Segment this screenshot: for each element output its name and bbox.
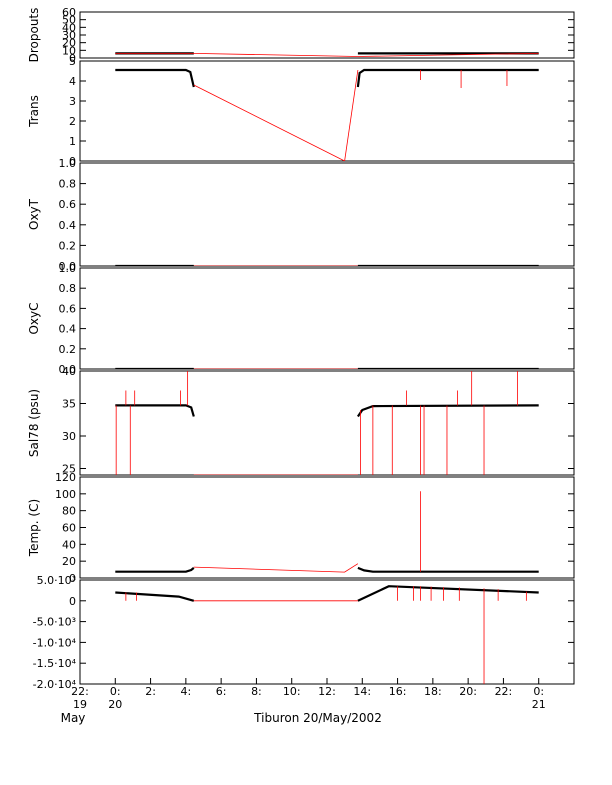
y-tick-label: 0 xyxy=(69,52,76,65)
panel-3: 0.0 0.2 0.4 0.6 0.8 1.0 OxyT xyxy=(27,157,575,273)
series-line xyxy=(357,566,539,573)
y-tick-label: 120 xyxy=(55,471,76,484)
y-axis-label: Sal78 (psu) xyxy=(27,389,41,457)
y-tick-label: 5 xyxy=(69,55,76,68)
x-tick-label: 20: xyxy=(459,685,477,698)
y-axis-label: Trans xyxy=(27,95,41,128)
x-axis-title: Tiburon 20/May/2002 xyxy=(253,711,382,725)
series-line xyxy=(356,404,539,418)
y-tick-label: -1.0·10⁴ xyxy=(33,636,77,649)
y-axis-label: OxyC xyxy=(27,302,41,334)
y-tick-label: 0.8 xyxy=(59,282,77,295)
y-tick-label: -1.5·10⁴ xyxy=(33,657,77,670)
x-tick-label: 0: xyxy=(533,685,544,698)
panel-data xyxy=(115,585,539,684)
panel-frame xyxy=(79,267,575,370)
panel-data xyxy=(115,52,539,57)
series-line xyxy=(115,68,195,88)
x-tick-label: 0: xyxy=(110,685,121,698)
y-tick-label: -2.0·10⁴ xyxy=(33,678,77,691)
panel-frame xyxy=(79,162,575,267)
y-tick-label: 0 xyxy=(69,572,76,585)
x-tick-label: 6: xyxy=(216,685,227,698)
y-tick-label: 30 xyxy=(62,430,76,443)
y-tick-label: 40 xyxy=(62,365,76,378)
series-line xyxy=(356,68,539,88)
series-line xyxy=(193,563,359,573)
x-tick-label: 8: xyxy=(251,685,262,698)
x-axis: 22: 0: 2: 4: 6: 8: 10: 12: 14: 16: 18: 20: 22: 0: 19 20… xyxy=(71,678,546,711)
x-tick-label: 10: xyxy=(283,685,301,698)
y-tick-label: 60 xyxy=(62,522,76,535)
x-tick-label: 14: xyxy=(353,685,371,698)
series-line xyxy=(115,567,195,573)
y-tick-label: 0.8 xyxy=(59,178,77,191)
y-axis-label: OxyT xyxy=(27,198,41,230)
y-tick-label: -5.0·10³ xyxy=(33,616,76,629)
x-axis-month-label: May xyxy=(61,711,86,725)
panel-data xyxy=(115,491,539,573)
y-tick-label: 2 xyxy=(69,115,76,128)
y-tick-label: 40 xyxy=(62,21,76,34)
y-tick-label: 20 xyxy=(62,555,76,568)
panel-data xyxy=(115,68,539,161)
panel-frame xyxy=(79,60,575,162)
x-tick-label: 18: xyxy=(424,685,442,698)
y-tick-label: 4 xyxy=(69,75,76,88)
y-tick-label: 0.0 xyxy=(59,363,77,376)
y-tick-label: 50 xyxy=(62,14,76,27)
y-tick-label: 60 xyxy=(62,6,76,19)
y-tick-label: 10 xyxy=(62,44,76,57)
panels: 0102030405060Dropouts012345Trans0.00.20.… xyxy=(27,6,575,691)
panel-2: 0 1 2 3 4 5 Trans xyxy=(27,55,575,168)
y-tick-label: 0 xyxy=(69,155,76,168)
y-tick-label: 0.2 xyxy=(59,239,77,252)
panel-4: 0.0 0.2 0.4 0.6 0.8 1.0 OxyC xyxy=(27,262,575,376)
x-tick-label: 22: xyxy=(495,685,513,698)
y-tick-label: 0 xyxy=(69,595,76,608)
x-tick-label: 22: xyxy=(71,685,89,698)
y-tick-label: 30 xyxy=(62,29,76,42)
panel-frame xyxy=(79,11,575,59)
series-line xyxy=(193,69,359,161)
y-tick-label: 20 xyxy=(62,37,76,50)
series-line xyxy=(115,404,195,417)
panel-frame xyxy=(79,370,575,476)
y-tick-label: 0.4 xyxy=(59,323,77,336)
y-tick-label: 0.2 xyxy=(59,343,77,356)
y-tick-label: 40 xyxy=(62,538,76,551)
y-tick-label: 80 xyxy=(62,505,76,518)
y-tick-label: 1.0 xyxy=(59,157,77,170)
panel-6: 0 20 40 60 80 100 120 Temp. (C) xyxy=(27,471,575,585)
panel-5: 25 30 35 40 Sal78 (psu) xyxy=(27,365,575,476)
panel-data xyxy=(115,371,539,475)
x-tick-label: 12: xyxy=(318,685,336,698)
x-tick-label: 2: xyxy=(145,685,156,698)
series-line xyxy=(357,585,539,602)
y-tick-label: 3 xyxy=(69,95,76,108)
x-day-label: 19 xyxy=(73,698,87,711)
y-tick-label: 100 xyxy=(55,488,76,501)
y-axis-label: Temp. (C) xyxy=(27,499,41,557)
y-tick-label: 0.6 xyxy=(59,198,77,211)
series-line xyxy=(115,591,195,602)
y-tick-label: 1 xyxy=(69,135,76,148)
y-tick-label: 25 xyxy=(62,463,76,476)
y-tick-label: 0.4 xyxy=(59,219,77,232)
panel-frame xyxy=(79,476,575,579)
y-tick-label: 1.0 xyxy=(59,262,77,275)
y-tick-label: 35 xyxy=(62,398,76,411)
y-tick-label: 0.0 xyxy=(59,260,77,273)
x-tick-label: 4: xyxy=(180,685,191,698)
x-day-label: 20 xyxy=(108,698,122,711)
x-tick-label: 16: xyxy=(389,685,407,698)
y-tick-label: 0.6 xyxy=(59,302,77,315)
y-tick-label: 5.0·10³ xyxy=(37,574,76,587)
series-line xyxy=(115,53,539,57)
x-day-label: 21 xyxy=(532,698,546,711)
y-axis-label: Dropouts xyxy=(27,8,41,63)
